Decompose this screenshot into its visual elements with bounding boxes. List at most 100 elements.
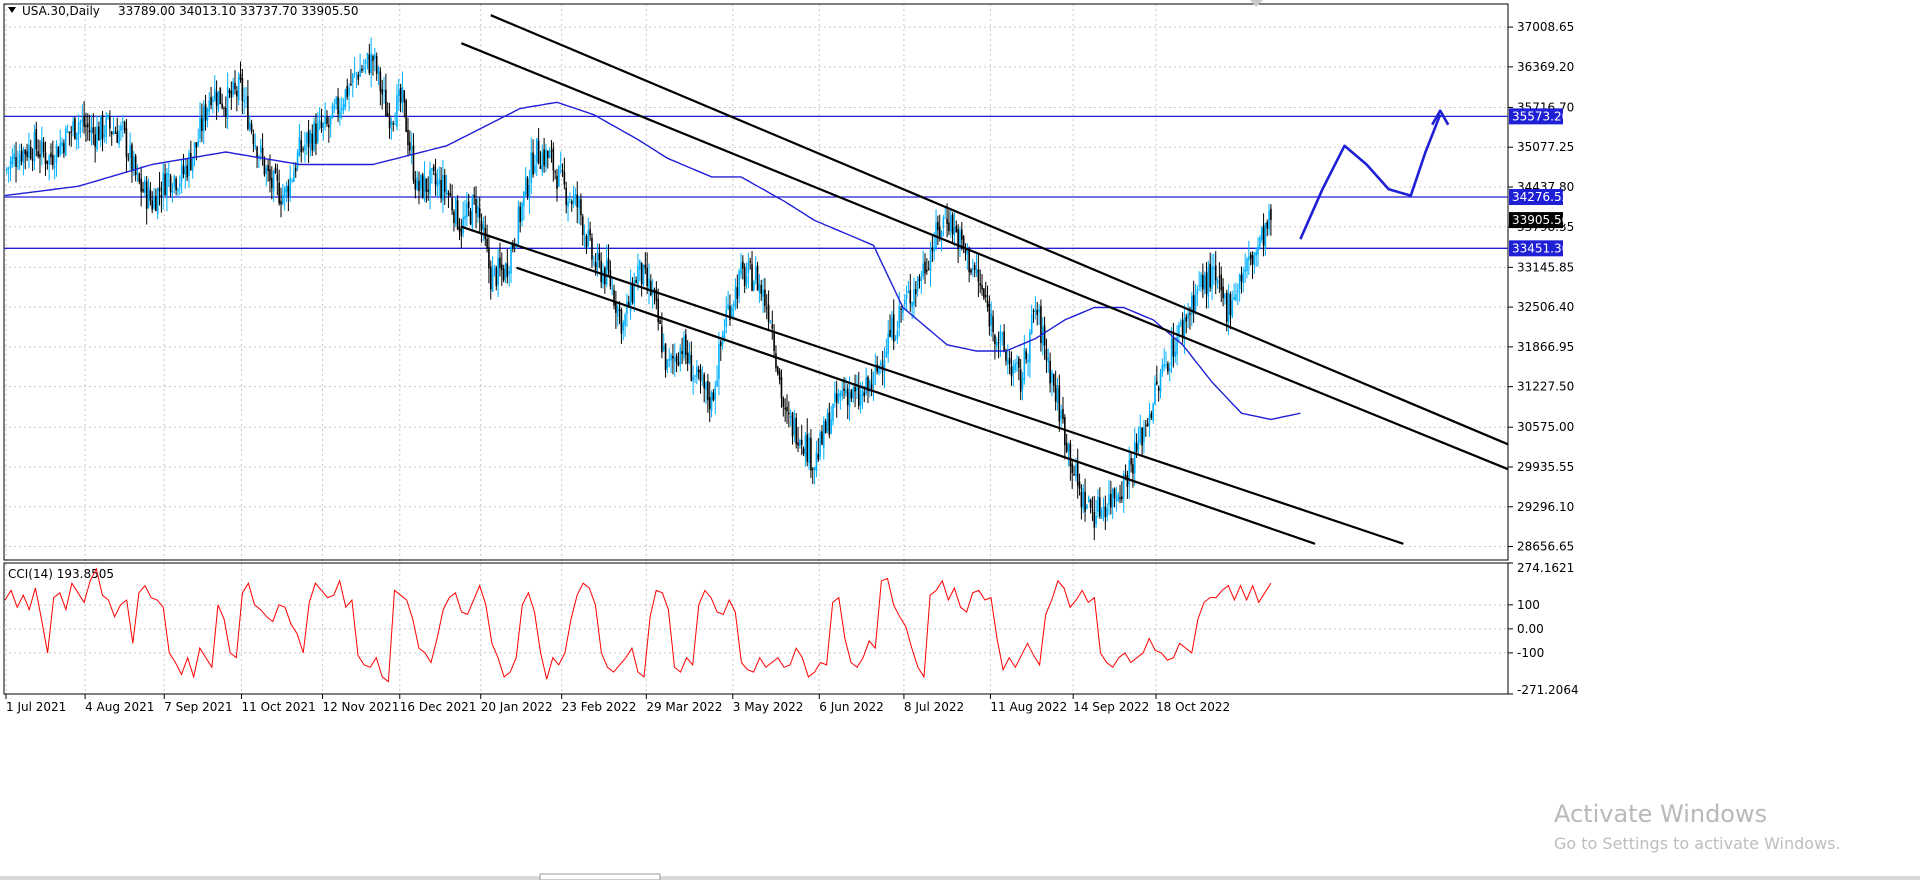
candle bbox=[979, 269, 981, 294]
candle bbox=[992, 310, 994, 342]
candle bbox=[911, 301, 913, 320]
candle bbox=[703, 372, 705, 403]
candle bbox=[31, 148, 34, 172]
candle bbox=[219, 87, 222, 105]
triangle-down-icon[interactable] bbox=[8, 7, 16, 13]
candle bbox=[626, 293, 628, 327]
candle bbox=[731, 304, 733, 319]
chart-tab[interactable] bbox=[539, 873, 661, 880]
candle bbox=[955, 220, 958, 233]
candle bbox=[580, 193, 582, 226]
candle bbox=[491, 256, 494, 293]
candle bbox=[1220, 266, 1223, 303]
candle bbox=[375, 52, 378, 81]
projection-path[interactable] bbox=[1299, 114, 1442, 240]
candle bbox=[112, 116, 115, 136]
candle bbox=[1266, 219, 1269, 237]
candle bbox=[811, 467, 814, 484]
channel-trendline[interactable] bbox=[490, 14, 1509, 446]
candle bbox=[1032, 308, 1035, 323]
candle bbox=[6, 166, 8, 175]
candle bbox=[824, 418, 827, 434]
cci-axis-label: 274.1621 bbox=[1517, 561, 1574, 575]
candle bbox=[1181, 312, 1184, 344]
candle bbox=[445, 174, 448, 199]
price-tag-label: 33451.36 bbox=[1512, 241, 1569, 255]
candle bbox=[280, 187, 282, 218]
candle bbox=[438, 166, 441, 197]
candle bbox=[85, 112, 87, 143]
candle bbox=[318, 107, 321, 131]
candle bbox=[1159, 368, 1162, 399]
candle bbox=[1268, 203, 1270, 236]
candle bbox=[355, 71, 358, 88]
candle bbox=[501, 252, 503, 286]
candle bbox=[970, 268, 972, 276]
candle bbox=[959, 226, 961, 257]
candle bbox=[780, 369, 783, 408]
date-axis-label: 14 Sep 2022 bbox=[1073, 700, 1149, 714]
candle bbox=[121, 115, 124, 138]
candle bbox=[1100, 507, 1103, 519]
candle bbox=[602, 262, 604, 289]
candle bbox=[210, 86, 212, 110]
candle bbox=[1191, 291, 1193, 327]
candle bbox=[1126, 470, 1129, 499]
candle bbox=[1179, 318, 1182, 328]
candle bbox=[559, 151, 562, 174]
candle bbox=[123, 120, 126, 134]
candle bbox=[427, 176, 429, 201]
candle bbox=[9, 156, 12, 182]
candle bbox=[186, 158, 188, 182]
candle bbox=[129, 132, 131, 170]
tab-strip[interactable] bbox=[0, 876, 1920, 880]
candle bbox=[1016, 354, 1018, 372]
candle bbox=[261, 133, 264, 166]
candle bbox=[298, 123, 301, 157]
candle bbox=[828, 402, 831, 439]
candle bbox=[1117, 492, 1119, 502]
candle bbox=[24, 148, 27, 170]
candle bbox=[1174, 337, 1177, 363]
candle bbox=[869, 378, 871, 398]
date-axis-label: 3 May 2022 bbox=[733, 700, 804, 714]
candle bbox=[1073, 465, 1075, 476]
candle bbox=[743, 263, 746, 294]
candle bbox=[685, 328, 687, 365]
channel-trendline[interactable] bbox=[516, 266, 1316, 545]
candle bbox=[447, 190, 450, 208]
candle bbox=[421, 172, 424, 199]
candle bbox=[1152, 402, 1154, 424]
candle bbox=[1259, 235, 1261, 250]
candle bbox=[305, 131, 308, 156]
channel-trendline[interactable] bbox=[460, 225, 1404, 545]
candle bbox=[1025, 348, 1027, 364]
candle bbox=[133, 150, 135, 177]
candle bbox=[618, 301, 621, 325]
candle bbox=[140, 166, 142, 207]
candle bbox=[120, 121, 122, 141]
candle bbox=[903, 294, 906, 310]
candle bbox=[94, 126, 96, 163]
candle bbox=[683, 330, 685, 361]
candle bbox=[359, 53, 361, 77]
candle bbox=[346, 78, 349, 100]
candle bbox=[320, 108, 323, 133]
candle bbox=[760, 279, 763, 301]
candle bbox=[696, 360, 698, 385]
candle bbox=[964, 243, 967, 261]
candle bbox=[773, 324, 775, 359]
candle bbox=[854, 374, 856, 408]
channel-trendline[interactable] bbox=[460, 42, 1509, 471]
candle bbox=[872, 371, 875, 402]
candle bbox=[517, 200, 520, 247]
candle bbox=[385, 73, 387, 117]
candle bbox=[377, 65, 380, 86]
candle bbox=[512, 240, 514, 253]
candle bbox=[386, 102, 389, 118]
candle bbox=[574, 188, 577, 206]
candle bbox=[326, 110, 328, 127]
candle bbox=[642, 264, 645, 287]
